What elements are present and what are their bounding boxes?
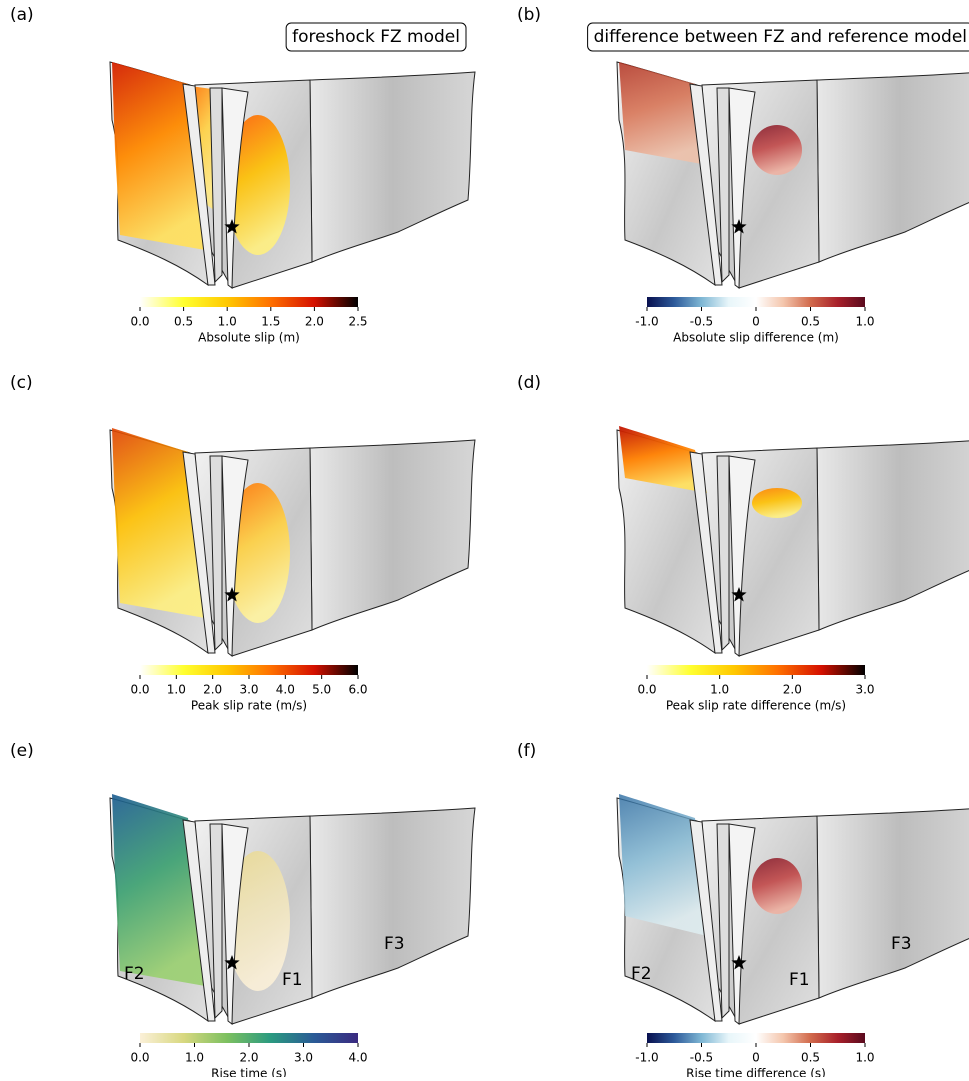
colorbar-tick-label: 0.5 xyxy=(174,315,193,329)
colorbar-tick-label: 2.0 xyxy=(203,683,222,697)
panel-label: (d) xyxy=(517,373,541,393)
slip-patch xyxy=(752,125,802,175)
colorbar xyxy=(140,297,358,307)
figure: (a) foreshock FZ model 0.0 0.5 1.0 1.5 2.0 2.5 A… xyxy=(0,0,969,1077)
panel-label: (f) xyxy=(517,741,536,761)
panel-label: (e) xyxy=(10,741,34,761)
colorbar-tick-label: 2.0 xyxy=(305,315,324,329)
panel: (b) difference between FZ and reference m… xyxy=(517,5,969,345)
colorbar-tick-label: 5.0 xyxy=(312,683,331,697)
panel: (a) foreshock FZ model 0.0 0.5 1.0 1.5 2.0 2.5 A… xyxy=(10,5,475,345)
fault-f3 xyxy=(817,808,969,998)
slip-patch xyxy=(752,858,802,914)
fault-label: F3 xyxy=(384,934,405,954)
colorbar-label: Absolute slip (m) xyxy=(198,331,300,345)
colorbar-tick-label: 2.0 xyxy=(239,1051,258,1065)
panel-label: (b) xyxy=(517,5,541,25)
colorbar xyxy=(647,665,865,675)
colorbar-tick-label: 0.0 xyxy=(637,683,656,697)
colorbar-tick-label: 1.0 xyxy=(710,683,729,697)
colorbar xyxy=(140,1033,358,1043)
colorbar-label: Rise time (s) xyxy=(211,1067,287,1078)
fault-render xyxy=(617,426,969,656)
colorbar-tick-label: -1.0 xyxy=(635,1051,658,1065)
fault-label: F1 xyxy=(789,970,810,990)
panel: (d) 0.0 1.0 2.0 3.0 Peak slip rate difference… xyxy=(517,373,969,713)
colorbar-tick-label: 1.0 xyxy=(855,1051,874,1065)
colorbar-tick-label: 0.0 xyxy=(130,315,149,329)
colorbar xyxy=(647,297,865,307)
colorbar-tick-label: -0.5 xyxy=(690,315,713,329)
slip-patch xyxy=(752,488,802,518)
fault-render xyxy=(110,428,475,656)
colorbar-label: Peak slip rate (m/s) xyxy=(191,699,307,713)
colorbar-tick-label: -0.5 xyxy=(690,1051,713,1065)
fault-label: F2 xyxy=(124,964,145,984)
colorbar-tick-label: 4.0 xyxy=(348,1051,367,1065)
colorbar-tick-label: 0.5 xyxy=(801,1051,820,1065)
panel-title: foreshock FZ model xyxy=(292,27,460,47)
colorbar-tick-label: 0 xyxy=(752,1051,760,1065)
colorbar-label: Absolute slip difference (m) xyxy=(673,331,839,345)
colorbar-tick-label: 1.0 xyxy=(218,315,237,329)
colorbar-tick-label: 0.0 xyxy=(130,1051,149,1065)
panel: (f) F2 F1 F3 -1.0 -0.5 0 0.5 1.0 Rise time differ… xyxy=(517,741,969,1077)
colorbar-tick-label: 3.0 xyxy=(855,683,874,697)
panel-label: (c) xyxy=(10,373,33,393)
colorbar-tick-label: 4.0 xyxy=(276,683,295,697)
colorbar-tick-label: 1.0 xyxy=(167,683,186,697)
colorbar-tick-label: -1.0 xyxy=(635,315,658,329)
colorbar-tick-label: 0.5 xyxy=(801,315,820,329)
colorbar-tick-label: 1.0 xyxy=(855,315,874,329)
colorbar-tick-label: 0.0 xyxy=(130,683,149,697)
colorbar xyxy=(140,665,358,675)
fault-f3 xyxy=(310,808,475,998)
colorbar-label: Peak slip rate difference (m/s) xyxy=(666,699,846,713)
colorbar-tick-label: 1.5 xyxy=(261,315,280,329)
fault-render xyxy=(110,62,475,288)
colorbar-tick-label: 2.0 xyxy=(783,683,802,697)
fault-f3 xyxy=(310,440,475,630)
colorbar-tick-label: 6.0 xyxy=(348,683,367,697)
panel-label: (a) xyxy=(10,5,34,25)
colorbar-tick-label: 3.0 xyxy=(294,1051,313,1065)
colorbar-tick-label: 2.5 xyxy=(348,315,367,329)
fault-render xyxy=(617,62,969,288)
colorbar xyxy=(647,1033,865,1043)
panel: (e) F2 F1 F3 0.0 1.0 2.0 3.0 4.0 Rise time (s) xyxy=(10,741,475,1077)
colorbar-tick-label: 3.0 xyxy=(239,683,258,697)
fault-label: F1 xyxy=(282,970,303,990)
fault-label: F3 xyxy=(891,934,912,954)
colorbar-tick-label: 1.0 xyxy=(185,1051,204,1065)
fault-f3 xyxy=(817,72,969,262)
panel: (c) 0.0 1.0 2.0 3.0 4.0 5.0 6.0 Peak slip rate (… xyxy=(10,373,475,713)
colorbar-tick-label: 0 xyxy=(752,315,760,329)
fault-f3 xyxy=(817,440,969,630)
fault-f3 xyxy=(310,72,475,262)
panel-title: difference between FZ and reference mode… xyxy=(594,27,967,47)
slip-patch xyxy=(619,794,707,936)
colorbar-label: Rise time difference (s) xyxy=(686,1067,826,1078)
fault-label: F2 xyxy=(631,964,652,984)
